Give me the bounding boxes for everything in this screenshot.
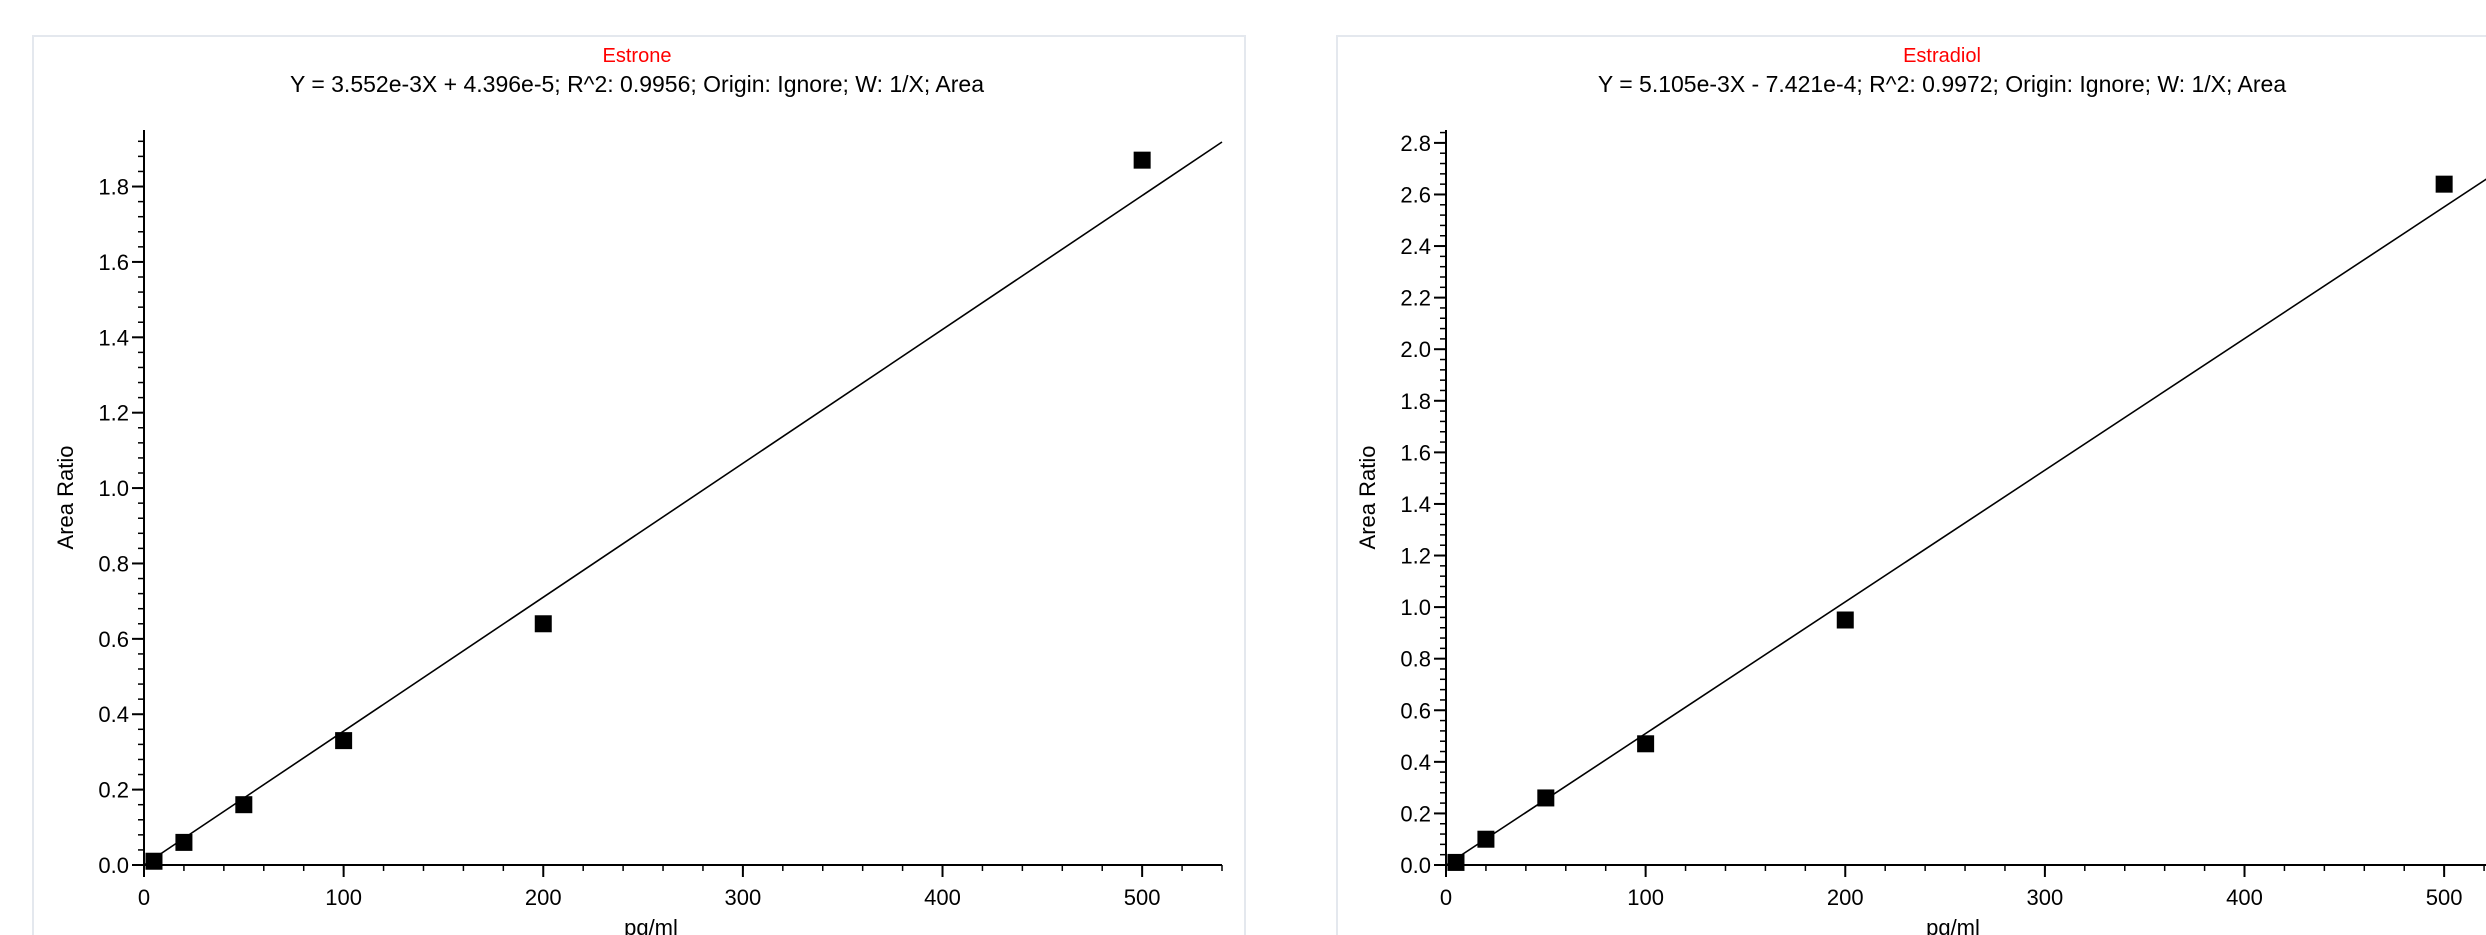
x-tick-label: 100 <box>1627 885 1664 910</box>
y-tick-label: 0.4 <box>98 702 129 727</box>
y-tick-label: 1.4 <box>98 325 129 350</box>
y-tick-label: 1.6 <box>98 250 129 275</box>
fit-line <box>143 141 1223 866</box>
panel-frame <box>32 35 1246 935</box>
data-point <box>2435 175 2453 193</box>
data-point <box>534 615 552 633</box>
x-tick-label: 400 <box>2226 885 2263 910</box>
x-tick-label: 0 <box>138 885 150 910</box>
y-tick-label: 0.8 <box>98 551 129 576</box>
y-tick-label: 1.2 <box>98 401 129 426</box>
y-tick-label: 0.0 <box>1400 853 1431 878</box>
x-tick-label: 0 <box>1440 885 1452 910</box>
data-point <box>1637 735 1655 753</box>
chart-panel-0: Estrone Y = 3.552e-3X + 4.396e-5; R^2: 0.… <box>32 35 1246 935</box>
y-tick-label: 0.6 <box>98 627 129 652</box>
x-tick-label: 300 <box>2027 885 2064 910</box>
data-point <box>145 852 163 870</box>
y-tick-label: 1.8 <box>98 175 129 200</box>
y-tick-label: 1.8 <box>1400 389 1431 414</box>
x-tick-label: 400 <box>924 885 961 910</box>
fit-line <box>1445 178 2486 866</box>
y-tick-label: 1.2 <box>1400 544 1431 569</box>
y-tick-label: 2.4 <box>1400 234 1431 259</box>
y-tick-label: 0.4 <box>1400 750 1431 775</box>
data-point <box>175 833 193 851</box>
data-point <box>235 796 253 814</box>
y-tick-label: 0.0 <box>98 853 129 878</box>
y-tick-label: 0.8 <box>1400 647 1431 672</box>
x-tick-label: 500 <box>1124 885 1161 910</box>
x-tick-label: 200 <box>1827 885 1864 910</box>
y-tick-label: 2.6 <box>1400 182 1431 207</box>
x-axis-label: pg/ml <box>1926 915 1980 935</box>
y-tick-label: 2.0 <box>1400 337 1431 362</box>
y-tick-label: 1.4 <box>1400 492 1431 517</box>
panel-frame <box>1336 35 2486 935</box>
y-tick-label: 1.6 <box>1400 440 1431 465</box>
y-axis-label: Area Ratio <box>1355 446 1380 550</box>
y-tick-label: 1.0 <box>1400 595 1431 620</box>
regression-equation: Y = 5.105e-3X - 7.421e-4; R^2: 0.9972; O… <box>1598 71 2286 97</box>
x-tick-label: 100 <box>325 885 362 910</box>
x-axis-label: pg/ml <box>624 915 678 935</box>
data-point <box>1447 853 1465 871</box>
y-tick-label: 0.2 <box>1400 801 1431 826</box>
x-tick-label: 200 <box>525 885 562 910</box>
y-tick-label: 0.6 <box>1400 698 1431 723</box>
chart-panel-1: Estradiol Y = 5.105e-3X - 7.421e-4; R^2: … <box>1336 35 2486 935</box>
regression-equation: Y = 3.552e-3X + 4.396e-5; R^2: 0.9956; O… <box>290 71 984 97</box>
data-point <box>335 732 353 750</box>
data-point <box>1537 789 1555 807</box>
y-tick-label: 2.2 <box>1400 286 1431 311</box>
y-axis-label: Area Ratio <box>53 446 78 550</box>
data-point <box>1133 151 1151 169</box>
x-tick-label: 500 <box>2426 885 2463 910</box>
chart-title: Estrone <box>603 45 672 67</box>
y-tick-label: 1.0 <box>98 476 129 501</box>
data-point <box>1477 830 1495 848</box>
x-tick-label: 300 <box>725 885 762 910</box>
y-tick-label: 0.2 <box>98 778 129 803</box>
y-tick-label: 2.8 <box>1400 131 1431 156</box>
data-point <box>1836 611 1854 629</box>
chart-title: Estradiol <box>1903 45 1981 67</box>
